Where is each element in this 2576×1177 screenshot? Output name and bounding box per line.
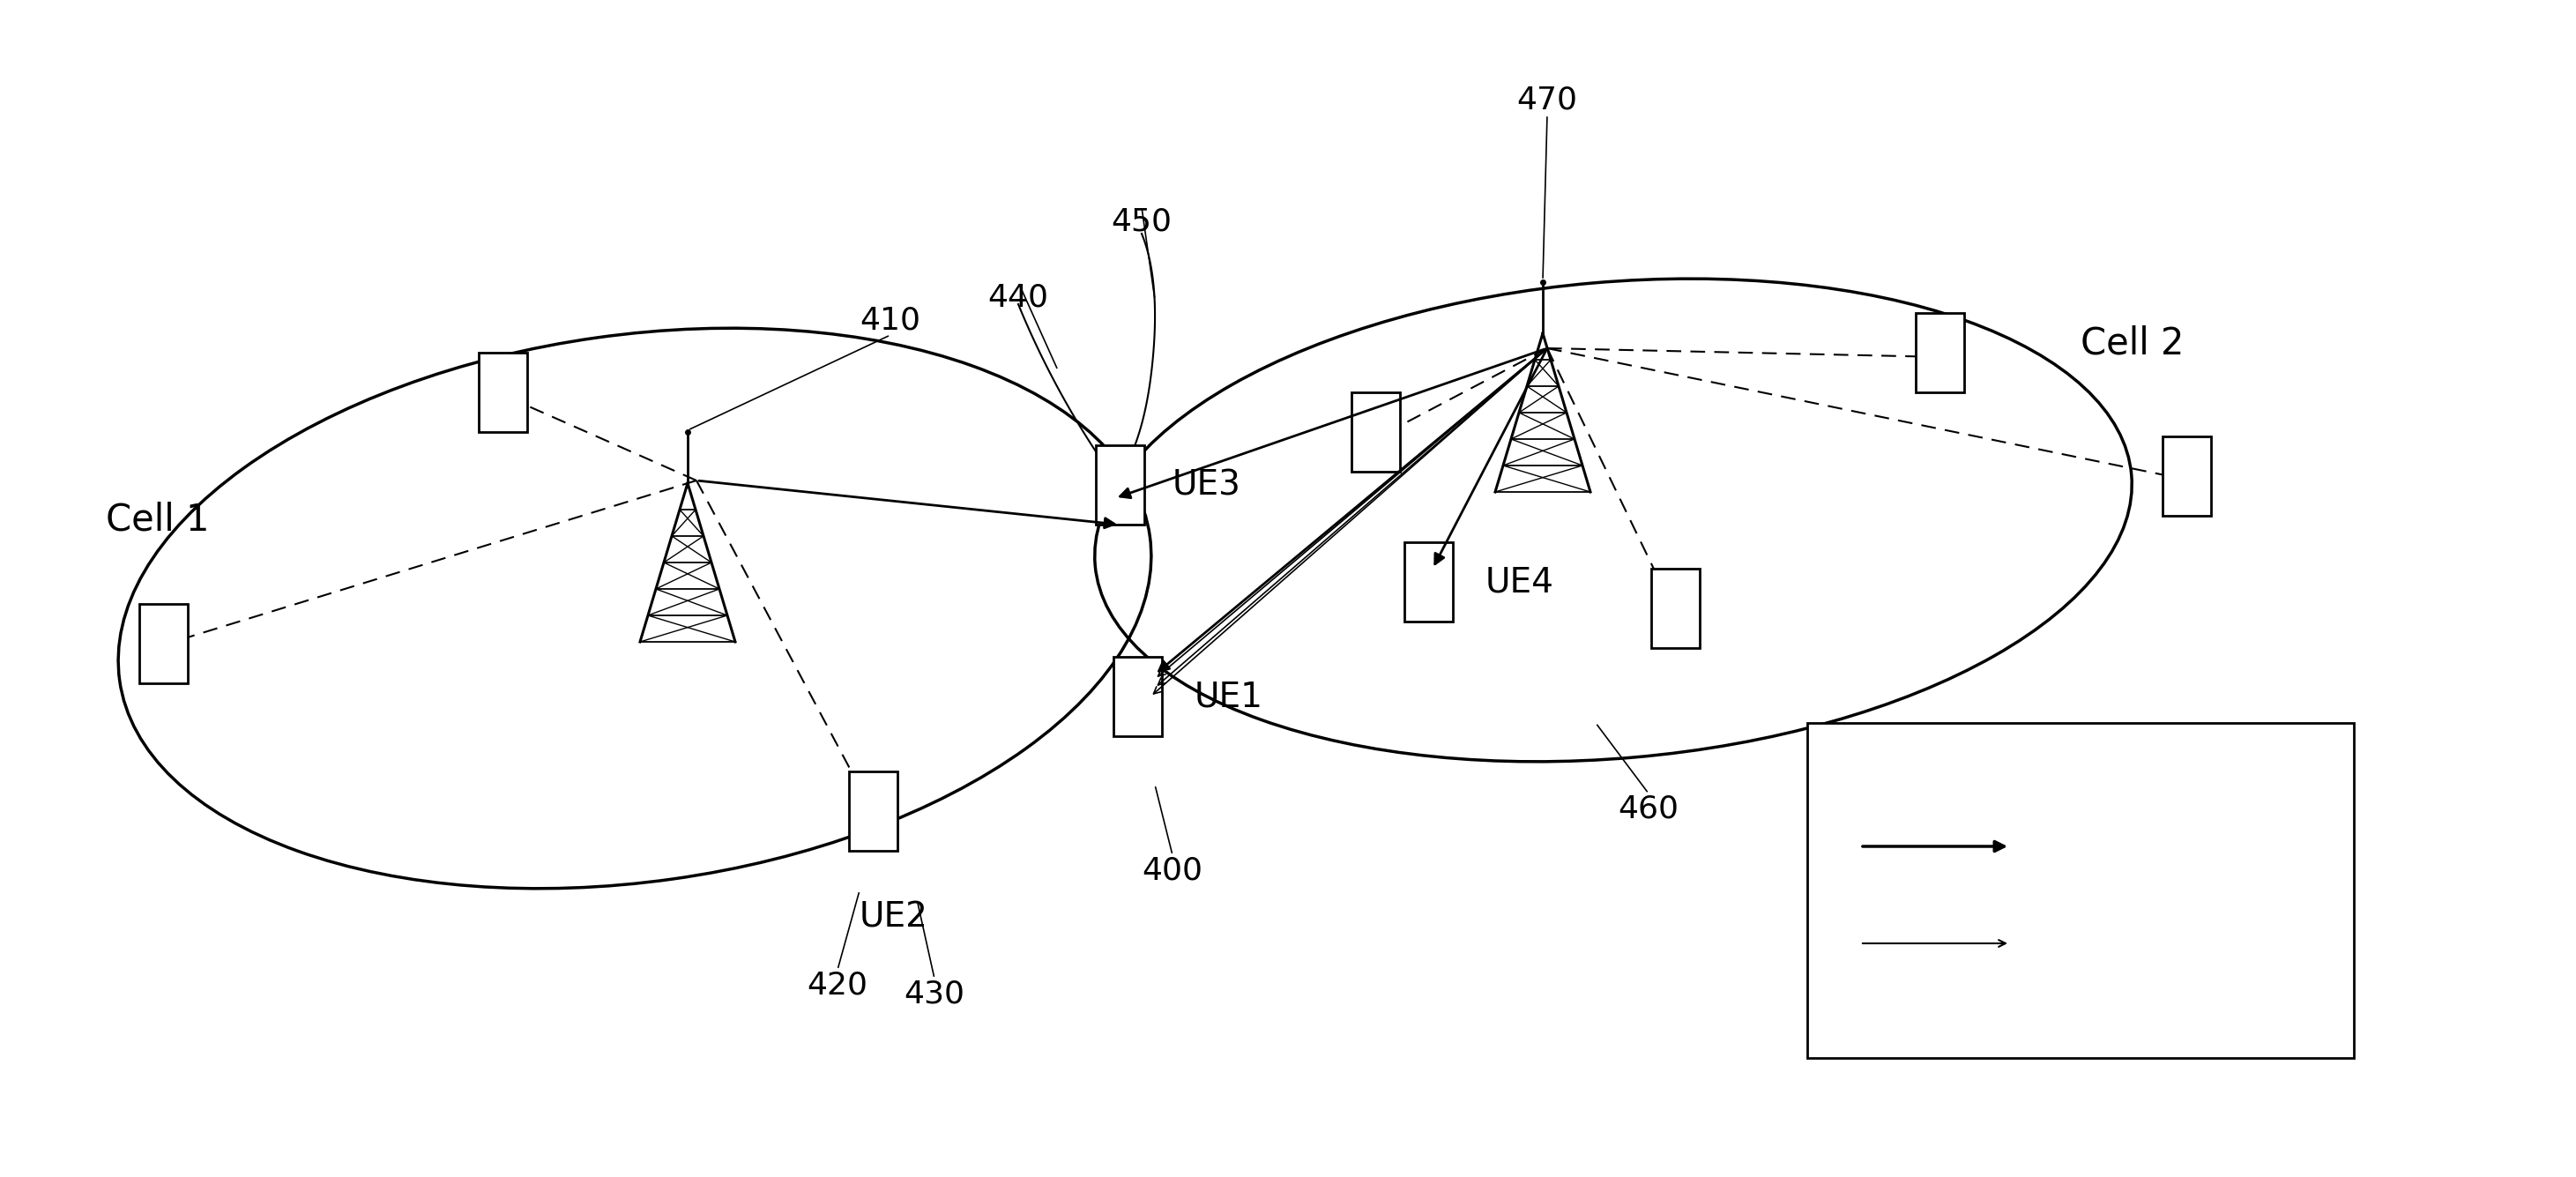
Text: 410: 410 xyxy=(860,305,920,335)
Bar xyxy=(139,604,188,684)
Bar xyxy=(479,353,526,432)
Text: 470: 470 xyxy=(1517,85,1577,114)
Text: Interference: Interference xyxy=(2038,926,2246,960)
Text: 420: 420 xyxy=(806,970,868,999)
Text: UE2: UE2 xyxy=(860,900,927,933)
Text: UE1: UE1 xyxy=(1195,680,1262,713)
Bar xyxy=(1095,445,1144,525)
Bar xyxy=(1914,313,1963,392)
Text: Signal: Signal xyxy=(2038,830,2141,863)
Bar xyxy=(1113,657,1162,736)
Text: Cell 1: Cell 1 xyxy=(106,501,209,539)
Text: Cell 2: Cell 2 xyxy=(2081,325,2184,363)
Bar xyxy=(1350,392,1399,472)
Text: 430: 430 xyxy=(904,978,966,1009)
Bar xyxy=(1404,543,1453,621)
Bar xyxy=(1651,568,1700,649)
Text: UE4: UE4 xyxy=(1486,565,1553,599)
Text: 450: 450 xyxy=(1110,207,1172,237)
Bar xyxy=(848,771,896,851)
Text: 400: 400 xyxy=(1141,856,1203,885)
Text: 440: 440 xyxy=(987,282,1048,312)
Bar xyxy=(2161,437,2210,516)
Text: 460: 460 xyxy=(1618,793,1680,824)
Text: UE3: UE3 xyxy=(1172,468,1242,501)
Bar xyxy=(1808,723,2354,1058)
